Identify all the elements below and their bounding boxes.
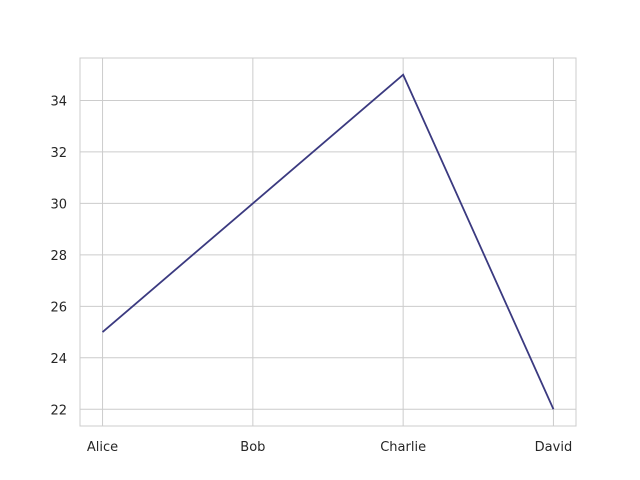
y-tick-label: 32 [50,146,67,161]
x-tick-label: Charlie [380,440,426,455]
grid-lines [80,58,576,426]
y-tick-label: 34 [50,94,67,109]
x-tick-labels: Alice Bob Charlie David [87,440,572,455]
x-tick-label: Alice [87,440,118,455]
series-layer [101,73,555,410]
y-tick-label: 30 [50,197,67,212]
y-tick-labels: 22 24 26 28 30 32 34 [50,94,67,418]
plot-frame [79,57,577,427]
y-tick-label: 26 [50,300,67,315]
series-line [101,73,555,410]
y-tick-label: 28 [50,249,67,264]
y-tick-label: 24 [50,352,67,367]
x-tick-label: Bob [240,440,265,455]
x-tick-label: David [535,440,573,455]
y-tick-label: 22 [50,403,67,418]
